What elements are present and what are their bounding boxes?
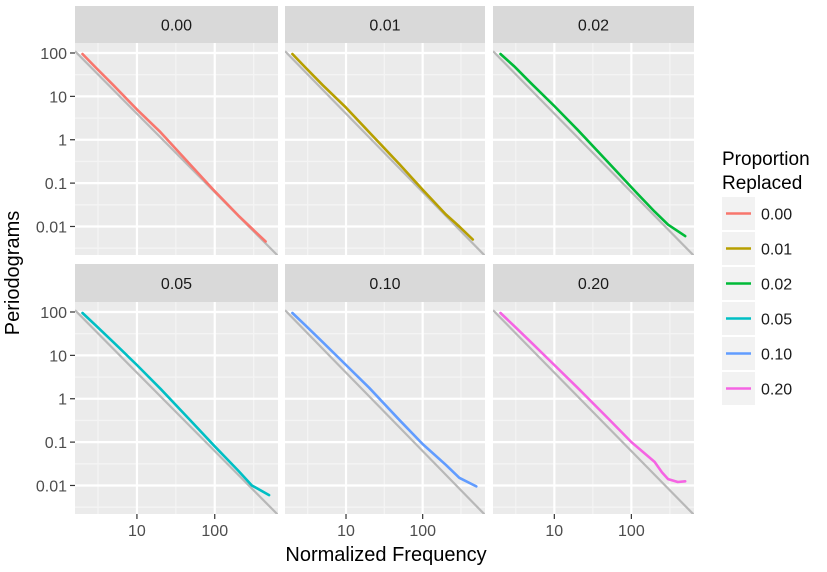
x-tick-label: 10 [337,523,355,540]
legend-item-0.10: 0.10 [722,337,792,370]
legend-item-0.20: 0.20 [722,372,792,405]
legend-label: 0.05 [761,312,792,329]
y-axis: 100 10 1 0.1 0.01 100 10 1 0.1 0.01 [36,46,75,495]
reference-line [75,309,278,514]
legend-label: 0.02 [761,277,792,294]
panel-0.20: 0.20 [493,264,694,514]
y-tick-label: 0.01 [36,219,67,236]
y-tick-label: 0.1 [45,176,67,193]
y-tick-label: 0.01 [36,478,67,495]
legend-item-0.02: 0.02 [722,267,792,300]
x-axis-title: Normalized Frequency [285,544,486,566]
facet-strip [285,264,485,302]
facet-strip-label: 0.05 [161,276,192,293]
legend-keys: 0.00 0.01 0.02 0.05 0.10 0.20 [722,197,792,405]
facet-strip-label: 0.10 [369,276,400,293]
x-tick-label: 10 [128,523,146,540]
legend-title-line-1: Proportion [722,149,810,170]
legend: Proportion Replaced 0.00 0.01 0.02 0.05 0.10… [722,149,810,405]
facet-strip-label: 0.20 [578,276,609,293]
panel-0.05: 0.05 [75,264,278,514]
facet-strip [75,264,278,302]
y-tick-label: 1 [58,133,67,150]
panel-0.00: 0.00 [75,6,278,255]
legend-item-0.00: 0.00 [722,197,792,230]
legend-item-0.05: 0.05 [722,302,792,335]
y-tick-label: 10 [49,89,67,106]
series-line-0.01 [291,52,475,241]
reference-line [285,309,485,514]
y-tick-label: 1 [58,392,67,409]
facet-strip [285,6,485,43]
reference-line [493,50,694,255]
legend-title-line-2: Replaced [722,173,802,194]
facet-strip [75,6,278,43]
panels-layer: 0.00 0.01 0.02 0.05 0.10 0.20 [75,6,694,514]
y-tick-label: 0.1 [45,435,67,452]
facet-strip-label: 0.02 [578,18,609,35]
legend-label: 0.00 [761,207,792,224]
facet-strip [493,6,694,43]
legend-label: 0.10 [761,347,792,364]
y-tick-label: 10 [49,348,67,365]
legend-label: 0.20 [761,382,792,399]
series-line-0.10 [291,311,478,488]
x-axis: 10 100 10 100 10 100 [128,514,645,540]
x-tick-label: 100 [409,523,436,540]
reference-line [285,50,485,255]
y-axis-title: Periodograms [2,211,24,336]
panel-0.01: 0.01 [285,6,485,255]
legend-label: 0.01 [761,242,792,259]
panel-0.10: 0.10 [285,264,485,514]
series-line-0.00 [81,52,267,243]
reference-line [493,309,694,514]
series-line-0.02 [499,52,687,238]
series-line-0.20 [499,311,687,484]
x-tick-label: 100 [618,523,645,540]
y-tick-label: 100 [40,305,67,322]
panel-0.02: 0.02 [493,6,694,255]
legend-item-0.01: 0.01 [722,232,792,265]
facet-strip-label: 0.01 [369,18,400,35]
facet-strip [493,264,694,302]
y-tick-label: 100 [40,46,67,63]
series-line-0.05 [81,311,271,497]
x-tick-label: 10 [545,523,563,540]
facet-strip-label: 0.00 [161,18,192,35]
x-tick-label: 100 [201,523,228,540]
